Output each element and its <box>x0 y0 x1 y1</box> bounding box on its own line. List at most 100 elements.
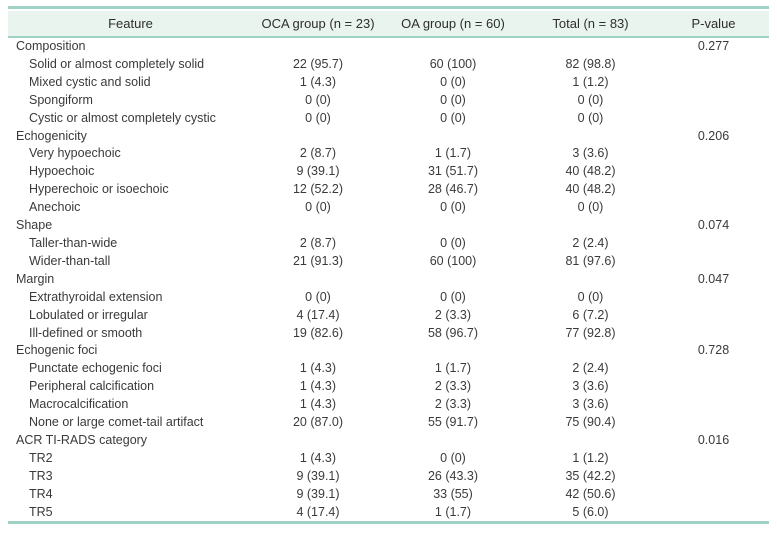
oca-group-cell: 2 (8.7) <box>299 235 337 250</box>
features-table: Feature OCA group (n = 23) OA group (n =… <box>8 11 769 521</box>
oca-group-cell: 9 (39.1) <box>296 486 340 501</box>
feature-cell: Macrocalcification <box>29 397 129 412</box>
feature-cell: Anechoic <box>29 200 81 215</box>
pvalue-cell <box>658 325 769 343</box>
table-row: Hypoechoic 9 (39.1) 31 (51.7) 40 (48.2) <box>8 163 769 181</box>
oca-group-cell: 9 (39.1) <box>296 468 340 483</box>
feature-cell: TR2 <box>29 450 53 465</box>
total-cell: 5 (6.0) <box>572 504 609 519</box>
oca-group-cell: 1 (4.3) <box>299 379 337 394</box>
total-cell <box>523 271 658 289</box>
oca-group-cell: 1 (4.3) <box>299 361 337 376</box>
column-header-oa-group: OA group (n = 60) <box>383 11 523 38</box>
pvalue-cell <box>658 253 769 271</box>
total-cell: 6 (7.2) <box>572 307 609 322</box>
table-row: Spongiform 0 (0) 0 (0) 0 (0) <box>8 92 769 110</box>
section-row: Margin 0.047 <box>8 271 769 289</box>
oa-group-cell: 31 (51.7) <box>427 164 479 179</box>
table-row: Macrocalcification 1 (4.3) 2 (3.3) 3 (3.… <box>8 396 769 414</box>
total-cell: 0 (0) <box>577 289 604 304</box>
oca-group-cell: 12 (52.2) <box>292 182 344 197</box>
feature-cell: Lobulated or irregular <box>29 307 148 322</box>
total-cell: 35 (42.2) <box>565 468 616 483</box>
pvalue-cell <box>658 414 769 432</box>
oa-group-cell: 28 (46.7) <box>427 182 479 197</box>
oca-group-cell: 20 (87.0) <box>292 415 344 430</box>
table-row: Mixed cystic and solid 1 (4.3) 0 (0) 1 (… <box>8 74 769 92</box>
total-cell <box>523 128 658 146</box>
oa-group-cell: 0 (0) <box>440 235 466 250</box>
column-header-pvalue: P-value <box>658 11 769 38</box>
oa-group-cell: 1 (1.7) <box>434 361 472 376</box>
total-cell: 40 (48.2) <box>565 182 616 197</box>
oca-group-cell <box>253 271 383 289</box>
table-row: Extrathyroidal extension 0 (0) 0 (0) 0 (… <box>8 289 769 307</box>
total-cell: 3 (3.6) <box>572 146 609 161</box>
total-cell <box>523 37 658 56</box>
total-cell: 82 (98.8) <box>565 56 616 71</box>
total-cell <box>523 217 658 235</box>
feature-cell: Solid or almost completely solid <box>29 56 205 71</box>
feature-cell: Mixed cystic and solid <box>29 74 151 89</box>
pvalue-cell <box>658 163 769 181</box>
oca-group-cell <box>253 217 383 235</box>
oca-group-cell: 4 (17.4) <box>296 307 340 322</box>
total-cell: 3 (3.6) <box>572 379 609 394</box>
oca-group-cell: 0 (0) <box>305 110 331 125</box>
table-row: None or large comet-tail artifact 20 (87… <box>8 414 769 432</box>
oa-group-cell: 0 (0) <box>440 110 466 125</box>
oca-group-cell: 4 (17.4) <box>296 504 340 519</box>
feature-cell: Shape <box>16 218 53 233</box>
table-row: Wider-than-tall 21 (91.3) 60 (100) 81 (9… <box>8 253 769 271</box>
feature-cell: Hypoechoic <box>29 164 95 179</box>
section-row: Echogenic foci 0.728 <box>8 342 769 360</box>
section-row: ACR TI-RADS category 0.016 <box>8 432 769 450</box>
pvalue-cell <box>658 110 769 128</box>
total-cell: 0 (0) <box>577 200 604 215</box>
oca-group-cell: 0 (0) <box>305 200 331 215</box>
oa-group-cell: 1 (1.7) <box>434 504 472 519</box>
oa-group-cell: 0 (0) <box>440 200 466 215</box>
feature-cell: Echogenicity <box>16 128 87 143</box>
oca-group-cell: 9 (39.1) <box>296 164 340 179</box>
table-row: Ill-defined or smooth 19 (82.6) 58 (96.7… <box>8 325 769 343</box>
pvalue-cell <box>658 450 769 468</box>
pvalue-cell <box>658 396 769 414</box>
column-header-total: Total (n = 83) <box>523 11 658 38</box>
total-cell: 81 (97.6) <box>565 253 616 268</box>
oa-group-cell: 2 (3.3) <box>434 379 472 394</box>
oca-group-cell: 2 (8.7) <box>299 146 337 161</box>
feature-cell: Spongiform <box>29 92 93 107</box>
oa-group-cell: 58 (96.7) <box>427 325 479 340</box>
oa-group-cell: 55 (91.7) <box>427 415 479 430</box>
table-body: Composition 0.277 Solid or almost comple… <box>8 37 769 521</box>
pvalue-cell <box>658 56 769 74</box>
pvalue-cell <box>658 181 769 199</box>
feature-cell: TR5 <box>29 504 53 519</box>
oa-group-cell: 2 (3.3) <box>434 307 472 322</box>
table-row: Peripheral calcification 1 (4.3) 2 (3.3)… <box>8 378 769 396</box>
top-rule <box>8 6 769 9</box>
pvalue-cell <box>658 504 769 522</box>
feature-cell: Echogenic foci <box>16 343 98 358</box>
feature-cell: TR3 <box>29 468 53 483</box>
feature-cell: TR4 <box>29 486 53 501</box>
total-cell: 2 (2.4) <box>572 235 609 250</box>
oa-group-cell <box>383 342 523 360</box>
oa-group-cell: 0 (0) <box>440 74 466 89</box>
table-row: Cystic or almost completely cystic 0 (0)… <box>8 110 769 128</box>
table-row: TR2 1 (4.3) 0 (0) 1 (1.2) <box>8 450 769 468</box>
feature-cell: Wider-than-tall <box>29 253 111 268</box>
oca-group-cell: 0 (0) <box>305 92 331 107</box>
feature-cell: Taller-than-wide <box>29 235 118 250</box>
column-header-oca-group: OCA group (n = 23) <box>253 11 383 38</box>
oa-group-cell <box>383 217 523 235</box>
oca-group-cell: 19 (82.6) <box>292 325 344 340</box>
section-row: Echogenicity 0.206 <box>8 128 769 146</box>
oca-group-cell: 21 (91.3) <box>292 253 344 268</box>
oca-group-cell: 1 (4.3) <box>299 397 337 412</box>
table-row: TR4 9 (39.1) 33 (55) 42 (50.6) <box>8 486 769 504</box>
feature-cell: Margin <box>16 271 55 286</box>
oca-group-cell: 1 (4.3) <box>299 74 337 89</box>
